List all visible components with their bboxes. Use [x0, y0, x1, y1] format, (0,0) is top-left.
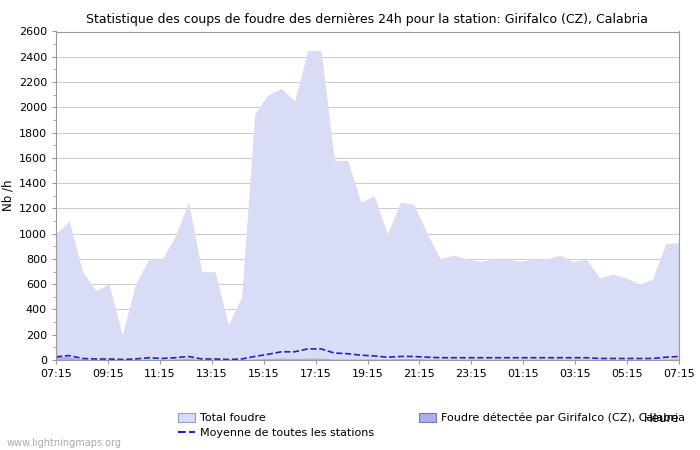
- Text: Heure: Heure: [643, 412, 679, 425]
- Y-axis label: Nb /h: Nb /h: [1, 180, 15, 211]
- Text: www.lightningmaps.org: www.lightningmaps.org: [7, 438, 122, 448]
- Legend: Total foudre, Moyenne de toutes les stations, Foudre détectée par Girifalco (CZ): Total foudre, Moyenne de toutes les stat…: [174, 408, 690, 442]
- Title: Statistique des coups de foudre des dernières 24h pour la station: Girifalco (CZ: Statistique des coups de foudre des dern…: [87, 13, 648, 26]
